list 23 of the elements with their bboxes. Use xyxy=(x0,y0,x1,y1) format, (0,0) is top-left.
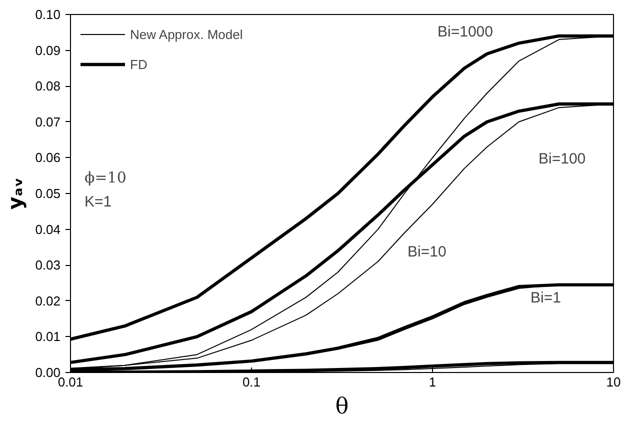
annotation: Bi=10 xyxy=(408,244,446,260)
y-tick-label: 0.08 xyxy=(35,78,61,94)
y-tick-label: 0.02 xyxy=(35,293,61,308)
x-tick-label: 10 xyxy=(606,374,621,390)
annotation: ϕ=10 xyxy=(84,168,126,186)
annotation: Bi=1 xyxy=(530,290,561,306)
annotation: Bi=1000 xyxy=(438,24,493,40)
x-tick-label: 1 xyxy=(428,374,436,390)
y-tick-label: 0.01 xyxy=(35,329,61,344)
y-tick-label: 0.09 xyxy=(35,42,61,58)
y-tick-label: 0.04 xyxy=(35,222,61,237)
y-tick-label: 0.05 xyxy=(35,186,61,201)
legend-label: New Approx. Model xyxy=(130,26,243,42)
legend-label: FD xyxy=(130,56,148,72)
y-axis-title: yₐᵥ xyxy=(3,177,28,210)
annotation: K=1 xyxy=(84,194,112,210)
y-tick-label: 0.03 xyxy=(35,258,61,273)
y-tick-label: 0.10 xyxy=(35,7,61,22)
y-tick-label: 0.07 xyxy=(35,114,61,130)
annotation: Bi=100 xyxy=(538,150,586,168)
x-tick-label: 0.1 xyxy=(242,374,261,390)
x-axis-title: θ xyxy=(335,394,349,420)
y-tick-label: 0.06 xyxy=(35,150,61,166)
